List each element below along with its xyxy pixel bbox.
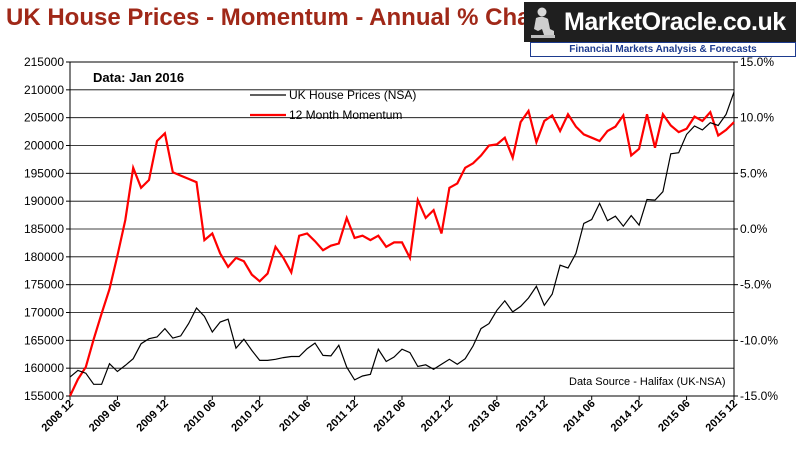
y-right-tick-label: -15.0%	[740, 389, 778, 403]
y-tick-label: 205000	[24, 111, 64, 125]
y-tick-label: 200000	[24, 139, 64, 153]
y-right-tick-label: -5.0%	[740, 278, 772, 292]
y-right-tick-label: 0.0%	[740, 222, 768, 236]
right-axis: -15.0% -10.0% -5.0% 0.0% 5.0% 10.0% 15.0%	[734, 55, 778, 403]
y-tick-label: 165000	[24, 333, 64, 347]
x-tick-label: 2015 12	[704, 398, 741, 435]
chart-annotation-date: Data: Jan 2016	[93, 70, 184, 85]
x-tick-label: 2015 06	[656, 398, 693, 435]
legend-label-momentum: 12 Month Momentum	[289, 108, 402, 122]
y-tick-label: 175000	[24, 278, 64, 292]
series-line-house-prices	[69, 91, 735, 385]
thinker-icon	[531, 7, 555, 38]
x-tick-label: 2009 06	[87, 398, 124, 435]
y-tick-label: 210000	[24, 83, 64, 97]
x-tick-label: 2013 12	[514, 398, 551, 435]
x-tick-label: 2012 12	[419, 398, 456, 435]
x-tick-label: 2014 06	[561, 398, 598, 435]
x-tick-label: 2014 12	[609, 398, 646, 435]
x-tick-label: 2012 06	[372, 398, 409, 435]
x-tick-label: 2008 12	[40, 398, 77, 435]
y-right-tick-label: 10.0%	[740, 111, 774, 125]
y-tick-label: 215000	[24, 55, 64, 69]
page-title: UK House Prices - Momentum - Annual % Ch…	[6, 4, 574, 31]
y-tick-label: 195000	[24, 166, 64, 180]
left-axis: 155000 160000 165000 170000 175000 180000 1850…	[24, 55, 70, 403]
logo-name: MarketOracle.co.uk	[564, 8, 786, 36]
y-tick-label: 185000	[24, 222, 64, 236]
y-right-tick-label: 15.0%	[740, 55, 774, 69]
legend-label-house-prices: UK House Prices (NSA)	[289, 88, 416, 102]
x-tick-label: 2011 06	[277, 398, 313, 434]
y-tick-label: 170000	[24, 306, 64, 320]
y-right-tick-label: 5.0%	[740, 166, 768, 180]
y-tick-label: 190000	[24, 194, 64, 208]
series-line-momentum	[69, 108, 735, 397]
y-tick-label: 160000	[24, 361, 64, 375]
chart-annotation-source: Data Source - Halifax (UK-NSA)	[569, 376, 726, 388]
x-axis: 2008 12 2009 06 2009 12 2010 06 2010 12 2011 …	[40, 396, 741, 435]
site-logo: MarketOracle.co.uk Financial Markets Ana…	[524, 2, 796, 58]
logo-tagline: Financial Markets Analysis & Forecasts	[530, 42, 796, 57]
x-tick-label: 2009 12	[134, 398, 171, 435]
y-tick-label: 155000	[24, 389, 64, 403]
y-right-tick-label: -10.0%	[740, 333, 778, 347]
y-tick-label: 180000	[24, 250, 64, 264]
legend: UK House Prices (NSA) 12 Month Momentum	[250, 88, 416, 122]
x-tick-label: 2011 12	[325, 398, 361, 434]
x-tick-label: 2013 06	[466, 398, 503, 435]
logo-banner: MarketOracle.co.uk	[524, 2, 796, 42]
x-tick-label: 2010 12	[229, 398, 266, 435]
x-tick-label: 2010 06	[182, 398, 219, 435]
